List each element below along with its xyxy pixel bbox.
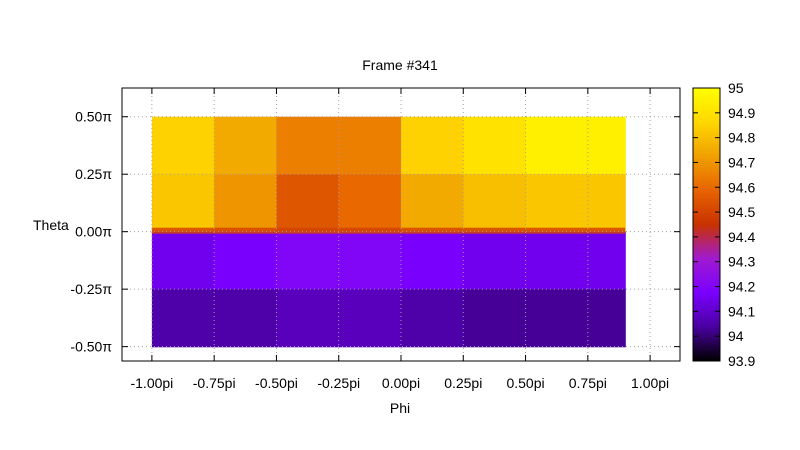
heatmap-cell-7 [214, 289, 278, 348]
heatmap-cell-13 [338, 174, 402, 233]
colorbar-tick-label-9: 94.1 [728, 303, 755, 319]
heatmap-cell-19 [401, 289, 464, 348]
colorbar-tick-label-10: 94 [728, 328, 744, 344]
x-tick-label-3: -0.25pi [317, 375, 360, 391]
heatmap-cell-11 [276, 289, 340, 348]
heatmap-cell-9 [276, 174, 340, 233]
heatmap-cell-29 [587, 174, 626, 233]
x-tick-label-4: 0.00pi [382, 375, 420, 391]
heatmap-cell-18 [401, 231, 464, 290]
chart-title: Frame #341 [362, 57, 438, 73]
colorbar-tick-label-0: 95 [728, 80, 744, 96]
heatmap-cell-17 [401, 174, 464, 233]
heatmap-shading [151, 227, 626, 234]
x-tick-label-0: -1.00pi [130, 375, 173, 391]
heatmap-cell-10 [276, 231, 340, 290]
colorbar-tick-label-3: 94.7 [728, 154, 755, 170]
x-tick-label-2: -0.50pi [255, 375, 298, 391]
y-axis-label: Theta [33, 217, 69, 233]
heatmap-cells [151, 116, 626, 348]
heatmap-cell-3 [151, 289, 215, 348]
grid-lines [122, 88, 680, 361]
colorbar-tick-label-6: 94.4 [728, 229, 755, 245]
colorbar-tick-label-8: 94.2 [728, 279, 755, 295]
heatmap-cell-6 [214, 231, 278, 290]
y-tick-label-4: -0.50π [70, 339, 112, 355]
heatmap-cell-30 [587, 231, 626, 290]
y-tick-label-0: 0.50π [75, 109, 112, 125]
heatmap-cell-23 [463, 289, 527, 348]
x-tick-label-1: -0.75pi [193, 375, 236, 391]
x-axis-label: Phi [390, 400, 410, 416]
heatmap-cell-4 [214, 116, 278, 175]
heatmap-cell-8 [276, 116, 340, 175]
colorbar-tick-label-5: 94.5 [728, 204, 755, 220]
heatmap-cell-22 [463, 231, 527, 290]
heatmap-cell-25 [525, 174, 589, 233]
transition-band [151, 227, 626, 234]
heatmap-cell-2 [151, 231, 215, 290]
colorbar-gradient [692, 87, 721, 362]
x-axis: -1.00pi -0.75pi -0.50pi -0.25pi 0.00pi 0.25pi… [130, 88, 669, 391]
y-tick-label-3: -0.25π [70, 281, 112, 297]
y-tick-label-2: 0.00π [75, 224, 112, 240]
x-tick-label-6: 0.50pi [506, 375, 544, 391]
y-tick-label-1: 0.25π [75, 166, 112, 182]
colorbar-tick-label-11: 93.9 [728, 353, 755, 369]
heatmap-cell-21 [463, 174, 527, 233]
heatmap-cell-16 [401, 116, 464, 175]
x-tick-label-8: 1.00pi [631, 375, 669, 391]
colorbar-tick-label-2: 94.8 [728, 130, 755, 146]
colorbar-tick-label-7: 94.3 [728, 254, 755, 270]
colorbar-ticks: 95 94.9 94.8 94.7 94.6 94.5 94.4 94.3 94.2 94.1 94… [693, 80, 755, 369]
heatmap-cell-5 [214, 174, 278, 233]
colorbar-tick-label-1: 94.9 [728, 105, 755, 121]
heatmap-cell-1 [151, 174, 215, 233]
heatmap-cell-12 [338, 116, 402, 175]
heatmap-cell-28 [587, 116, 626, 175]
heatmap-cell-26 [525, 231, 589, 290]
y-axis: 0.50π 0.25π 0.00π -0.25π -0.50π [70, 109, 680, 355]
heatmap-cell-31 [587, 289, 626, 348]
heatmap-cell-20 [463, 116, 527, 175]
colorbar-tick-label-4: 94.6 [728, 179, 755, 195]
heatmap-cell-0 [151, 116, 215, 175]
heatmap-cell-15 [338, 289, 402, 348]
x-tick-label-7: 0.75pi [569, 375, 607, 391]
colorbar: 95 94.9 94.8 94.7 94.6 94.5 94.4 94.3 94.2 94.1 94… [692, 80, 755, 369]
heatmap-cell-27 [525, 289, 589, 348]
heatmap-cell-24 [525, 116, 589, 175]
x-tick-label-5: 0.25pi [444, 375, 482, 391]
heatmap-cell-14 [338, 231, 402, 290]
